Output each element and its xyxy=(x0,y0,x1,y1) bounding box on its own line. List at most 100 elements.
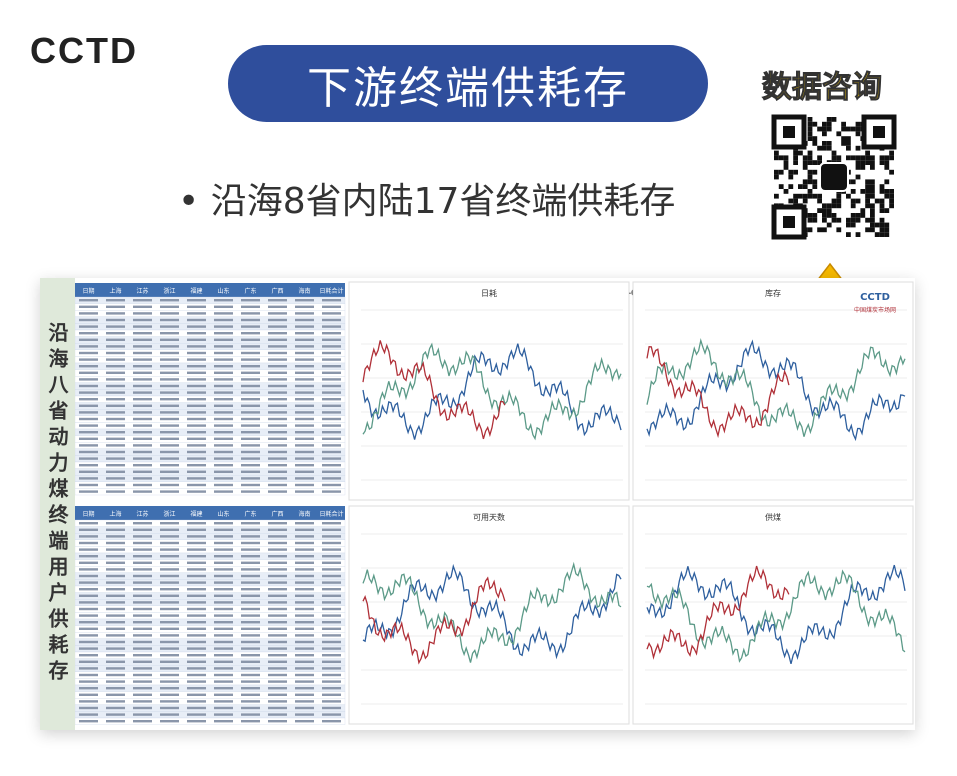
table-cell-text xyxy=(79,391,98,394)
qr-dot xyxy=(870,222,875,228)
qr-dot xyxy=(807,126,813,132)
table-cell-text xyxy=(322,713,341,716)
table-cell-text xyxy=(295,581,314,584)
table-cell-text xyxy=(322,528,341,531)
table-cell-text xyxy=(268,594,287,597)
table-cell-text xyxy=(214,464,233,467)
table-cell-text xyxy=(322,640,341,644)
table-cell-text xyxy=(106,351,125,355)
series-line xyxy=(646,569,906,663)
table-cell-text xyxy=(187,588,206,591)
table-cell-text xyxy=(133,378,152,381)
table-cell-text xyxy=(133,365,152,368)
qr-dot xyxy=(817,126,822,132)
qr-dot xyxy=(879,203,885,209)
table-cell-text xyxy=(268,305,287,308)
qr-dot xyxy=(807,121,813,127)
table-cell-text xyxy=(106,470,125,473)
table-cell-text xyxy=(295,325,314,328)
table-cell-text xyxy=(241,568,260,571)
screenshot: 沿海八省动力煤终端用户供耗存 日期 上海 江苏 浙江 福建 山东 广东 广西 海南 日耗合计 日期上… xyxy=(40,278,915,730)
table-cell-text xyxy=(133,483,152,487)
table-cell-text xyxy=(79,358,98,361)
table-row xyxy=(75,488,346,496)
series-line xyxy=(362,561,622,663)
qr-dot xyxy=(865,193,870,199)
table-header: 广西 xyxy=(271,510,283,518)
table-cell-text xyxy=(133,470,152,473)
table-cell-text xyxy=(214,305,233,308)
qr-dot xyxy=(865,155,870,161)
table-cell-text xyxy=(160,621,179,624)
table-cell-text xyxy=(187,700,206,703)
table-cell-text xyxy=(214,660,233,663)
table-cell-text xyxy=(214,325,233,328)
table-cell-text xyxy=(241,621,260,624)
table-cell-text xyxy=(133,627,152,630)
table-cell-text xyxy=(187,687,206,690)
table-cell-text xyxy=(322,607,341,611)
table-cell-text xyxy=(214,614,233,617)
table-cell-text xyxy=(241,332,260,335)
qr-dot xyxy=(798,184,803,189)
table-cell-text xyxy=(133,640,152,644)
table-cell-text xyxy=(79,680,98,683)
qr-dot xyxy=(884,155,890,161)
table-cell-text xyxy=(160,654,179,657)
series-line xyxy=(646,345,790,439)
table-cell-text xyxy=(295,312,314,315)
table-cell-text xyxy=(133,687,152,690)
qr-dot xyxy=(822,145,827,151)
series-line xyxy=(646,339,906,442)
table-cell-text xyxy=(322,561,341,564)
table-cell-text xyxy=(187,720,206,723)
qr-dot xyxy=(855,165,861,170)
table-cell-text xyxy=(187,338,206,341)
qr-dot xyxy=(822,217,827,223)
table-cell-text xyxy=(133,404,152,407)
qr-dot xyxy=(874,232,880,237)
table-cell-text xyxy=(241,706,260,710)
table-cell-text xyxy=(187,673,206,677)
table-cell-text xyxy=(295,417,314,421)
table-cell-text xyxy=(214,634,233,637)
table-cell-text xyxy=(133,574,152,578)
table-cell-text xyxy=(160,522,179,525)
table-header: 日耗合计 xyxy=(319,510,343,518)
table-cell-text xyxy=(322,535,341,538)
table-cell-text xyxy=(241,431,260,434)
qr-dot xyxy=(884,189,890,194)
table-cell-text xyxy=(322,541,341,545)
table-cell-text xyxy=(268,464,287,467)
table-cell-text xyxy=(295,444,314,447)
table-cell-text xyxy=(133,490,152,493)
qr-dot xyxy=(783,155,789,161)
table-cell-text xyxy=(322,614,341,617)
table-cell-text xyxy=(160,391,179,394)
table-cell-text xyxy=(241,470,260,473)
table-cell-text xyxy=(133,713,152,716)
table-cell-text xyxy=(241,654,260,657)
table-cell-text xyxy=(133,700,152,703)
table-cell-text xyxy=(160,358,179,361)
table-cell-text xyxy=(214,391,233,394)
table-cell-text xyxy=(79,614,98,617)
table-cell-text xyxy=(268,713,287,716)
table-cell-text xyxy=(106,371,125,374)
table-cell-text xyxy=(79,424,98,427)
table-cell-text xyxy=(268,444,287,447)
table-cell-text xyxy=(106,687,125,690)
table-cell-text xyxy=(241,588,260,591)
qr-dot xyxy=(822,208,827,213)
table-cell-text xyxy=(268,378,287,381)
table-cell-text xyxy=(214,535,233,538)
qr-dot xyxy=(846,155,851,161)
qr-dot xyxy=(879,184,885,189)
table-cell-text xyxy=(187,654,206,657)
table-cell-text xyxy=(214,594,233,597)
table-cell-text xyxy=(187,555,206,558)
table-cell-text xyxy=(160,312,179,315)
chart-title: 日耗 xyxy=(481,289,497,298)
qr-dot xyxy=(802,179,808,185)
table-cell-text xyxy=(295,720,314,723)
